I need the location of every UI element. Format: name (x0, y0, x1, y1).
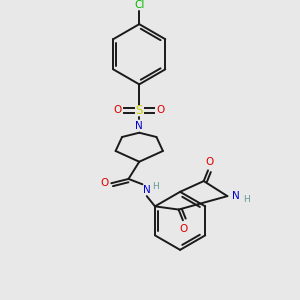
Text: O: O (205, 157, 213, 167)
Text: O: O (114, 105, 122, 115)
Text: H: H (152, 182, 159, 191)
Text: N: N (135, 121, 143, 131)
Text: O: O (180, 224, 188, 234)
Text: H: H (243, 195, 250, 204)
Text: S: S (136, 103, 143, 117)
Text: O: O (101, 178, 109, 188)
Text: N: N (232, 191, 240, 201)
Text: N: N (143, 185, 151, 195)
Text: Cl: Cl (134, 0, 144, 10)
Text: O: O (157, 105, 165, 115)
